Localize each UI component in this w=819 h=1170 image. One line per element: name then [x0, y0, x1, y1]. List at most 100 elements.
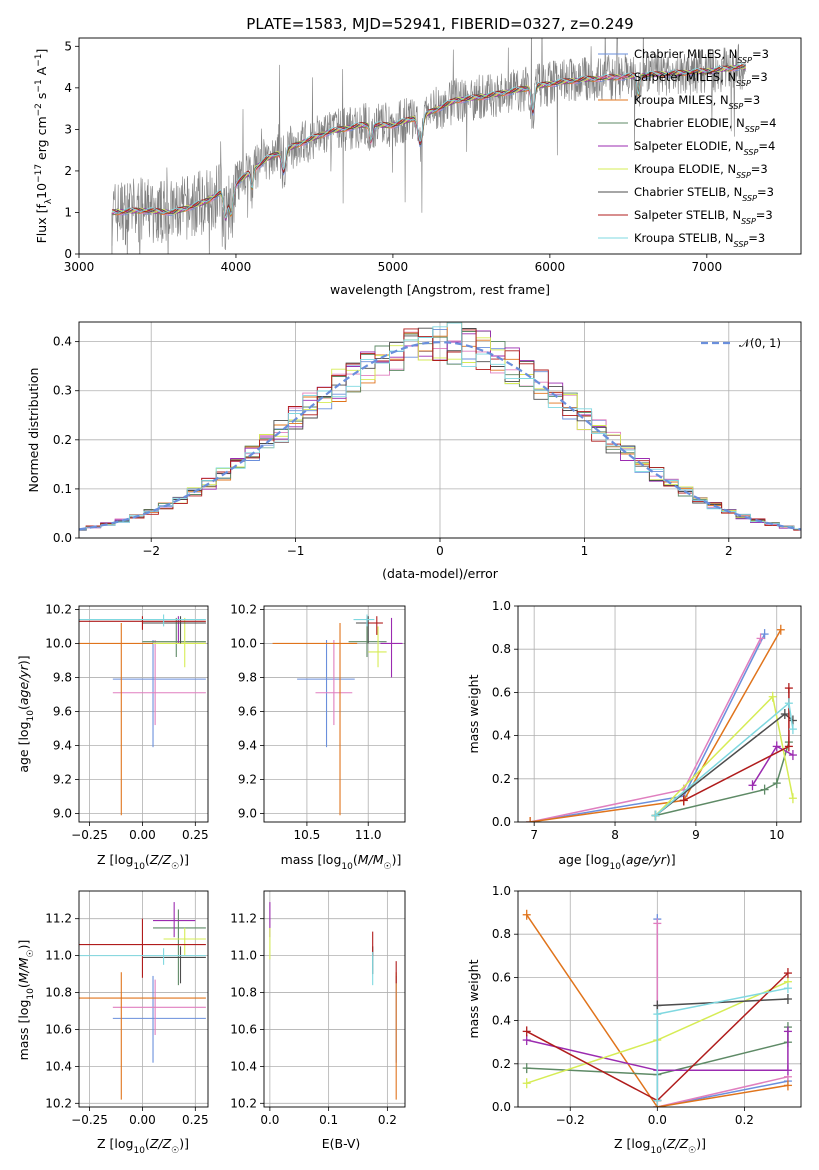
y-tick-label: 10.2: [230, 1096, 257, 1110]
axes-mass_vs_EBV: 0.0 0.1 0.2 10.2 10.4 10.6 10.8 11.0 11.2: [230, 890, 406, 1127]
weight-line: [656, 923, 789, 1107]
label-part: M/M: [358, 852, 384, 867]
label-part: Z [log: [97, 1136, 133, 1151]
legend-part: SSP: [736, 79, 751, 88]
x-tick-label: 0.00: [129, 828, 156, 842]
y-tick-label: 5: [64, 39, 72, 53]
label-part: (: [353, 852, 358, 867]
y-tick-label: 0.1: [53, 482, 72, 496]
x-tick-label: 3000: [64, 260, 95, 274]
x-axis-label: (data-model)/error: [382, 566, 499, 581]
observed-spectrum: [111, 38, 747, 254]
x-tick-label: 10: [769, 828, 784, 842]
y-tick-label: 0.8: [492, 642, 511, 656]
weight-line: [529, 633, 766, 822]
legend-part: =3: [751, 162, 768, 176]
label-part: M/M: [16, 957, 31, 983]
axes-weight_vs_Z: −0.2 0.0 0.2 0.0 0.2 0.4 0.6 0.8 1.0: [492, 884, 802, 1127]
model-spectrum-kroupa-stelib: [111, 63, 746, 219]
axes-frame: [78, 890, 209, 1108]
label-part: mass [log: [16, 1000, 31, 1061]
legend-label: 𝒩(0, 1): [739, 336, 781, 350]
axes-spectrum: 3000 4000 5000 6000 7000 0 1 2 3 4 5: [64, 37, 802, 274]
y-tick-label: 0.0: [53, 531, 72, 545]
legend-part: Salpeter STELIB, N: [634, 208, 741, 222]
x-axis-label: Z [log10(Z/Z☉)]: [97, 852, 189, 872]
histogram-kroupa-elodie: [79, 337, 801, 530]
x-axis-label: Z [log10(Z/Z☉)]: [614, 1136, 706, 1156]
y-tick-label: 10.0: [45, 636, 72, 650]
x-tick-label: 0.25: [182, 828, 209, 842]
legend-part: SSP: [741, 217, 756, 226]
legend-label: Salpeter STELIB, NSSP=3: [634, 208, 773, 226]
label-part: mass [log: [281, 852, 342, 867]
x-axis-label: E(B-V): [322, 1136, 361, 1151]
label-part: (: [145, 852, 150, 867]
label-part: 10: [341, 862, 353, 872]
y-tick-label: 9.4: [238, 738, 257, 752]
x-tick-label: 0.0: [648, 1113, 667, 1127]
plot-area-spectrum: [111, 38, 747, 254]
label-part: )]: [16, 655, 31, 665]
label-part: −1: [34, 54, 44, 67]
legend-label: Chabrier ELODIE, NSSP=4: [634, 116, 776, 134]
weight-line: [529, 638, 762, 822]
y-tick-label: 9.0: [53, 806, 72, 820]
x-tick-label: 0.0: [260, 1113, 279, 1127]
y-tick-label: 0.2: [492, 772, 511, 786]
label-part: (: [16, 983, 31, 988]
y-tick-label: 10.2: [45, 602, 72, 616]
label-part: Z [log: [614, 1136, 650, 1151]
legend-part: SSP: [745, 125, 760, 134]
y-tick-label: 10.2: [45, 1096, 72, 1110]
y-tick-label: 10.6: [230, 1022, 257, 1036]
label-part: 10: [26, 710, 36, 722]
y-tick-label: 0.4: [492, 1014, 511, 1028]
label-part: ]: [34, 49, 49, 54]
plot-area-residuals: [79, 322, 801, 531]
legend-part: =4: [760, 116, 777, 130]
y-tick-label: 9.0: [238, 806, 257, 820]
y-tick-label: 0.4: [492, 729, 511, 743]
y-tick-label: 9.4: [53, 738, 72, 752]
y-tick-label: 10.8: [45, 986, 72, 1000]
plot-area-weight_vs_age: [526, 624, 797, 822]
axes-frame: [517, 605, 802, 823]
label-part: Z [log: [97, 852, 133, 867]
label-part: age/yr: [626, 852, 667, 867]
label-part: )]: [392, 852, 402, 867]
plot-area-mass_vs_Z: [79, 902, 206, 1100]
legend-part: Kroupa STELIB, N: [634, 231, 734, 245]
x-tick-label: 4000: [221, 260, 252, 274]
legend-label: Kroupa ELODIE, NSSP=3: [634, 162, 768, 180]
legend-label: Kroupa STELIB, NSSP=3: [634, 231, 765, 249]
legend-label: Kroupa MILES, NSSP=3: [634, 93, 760, 111]
plot-area-mass_vs_EBV: [269, 902, 397, 1100]
label-part: 10: [133, 1146, 145, 1156]
label-part: (: [145, 1136, 150, 1151]
y-tick-label: 11.2: [45, 912, 72, 926]
x-axis-label: age [log10(age/yr)]: [558, 852, 675, 872]
y-tick-label: 0.4: [53, 335, 72, 349]
legend-part: SSP: [737, 56, 752, 65]
x-tick-label: 0: [436, 544, 444, 558]
x-tick-label: 6000: [535, 260, 566, 274]
weight-line: [655, 741, 790, 817]
label-part: )]: [179, 1136, 189, 1151]
x-tick-label: 0.2: [735, 1113, 754, 1127]
label-part: ☉: [384, 862, 392, 872]
y-tick-label: 0.0: [492, 1100, 511, 1114]
x-tick-label: 11.0: [355, 828, 382, 842]
x-tick-label: −2: [142, 544, 160, 558]
axes-frame: [263, 890, 406, 1108]
plot-area-age_vs_Z: [79, 614, 206, 816]
label-part: ☉: [688, 1146, 696, 1156]
y-tick-label: 9.8: [53, 670, 72, 684]
legend-part: =4: [758, 139, 775, 153]
label-part: )]: [179, 852, 189, 867]
y-tick-label: 9.6: [238, 704, 257, 718]
axes-weight_vs_age: 7 8 9 10 0.0 0.2 0.4 0.6 0.8 1.0: [492, 599, 802, 842]
y-tick-label: 11.0: [45, 949, 72, 963]
legend-part: =3: [756, 208, 773, 222]
y-tick-label: 11.2: [230, 912, 257, 926]
